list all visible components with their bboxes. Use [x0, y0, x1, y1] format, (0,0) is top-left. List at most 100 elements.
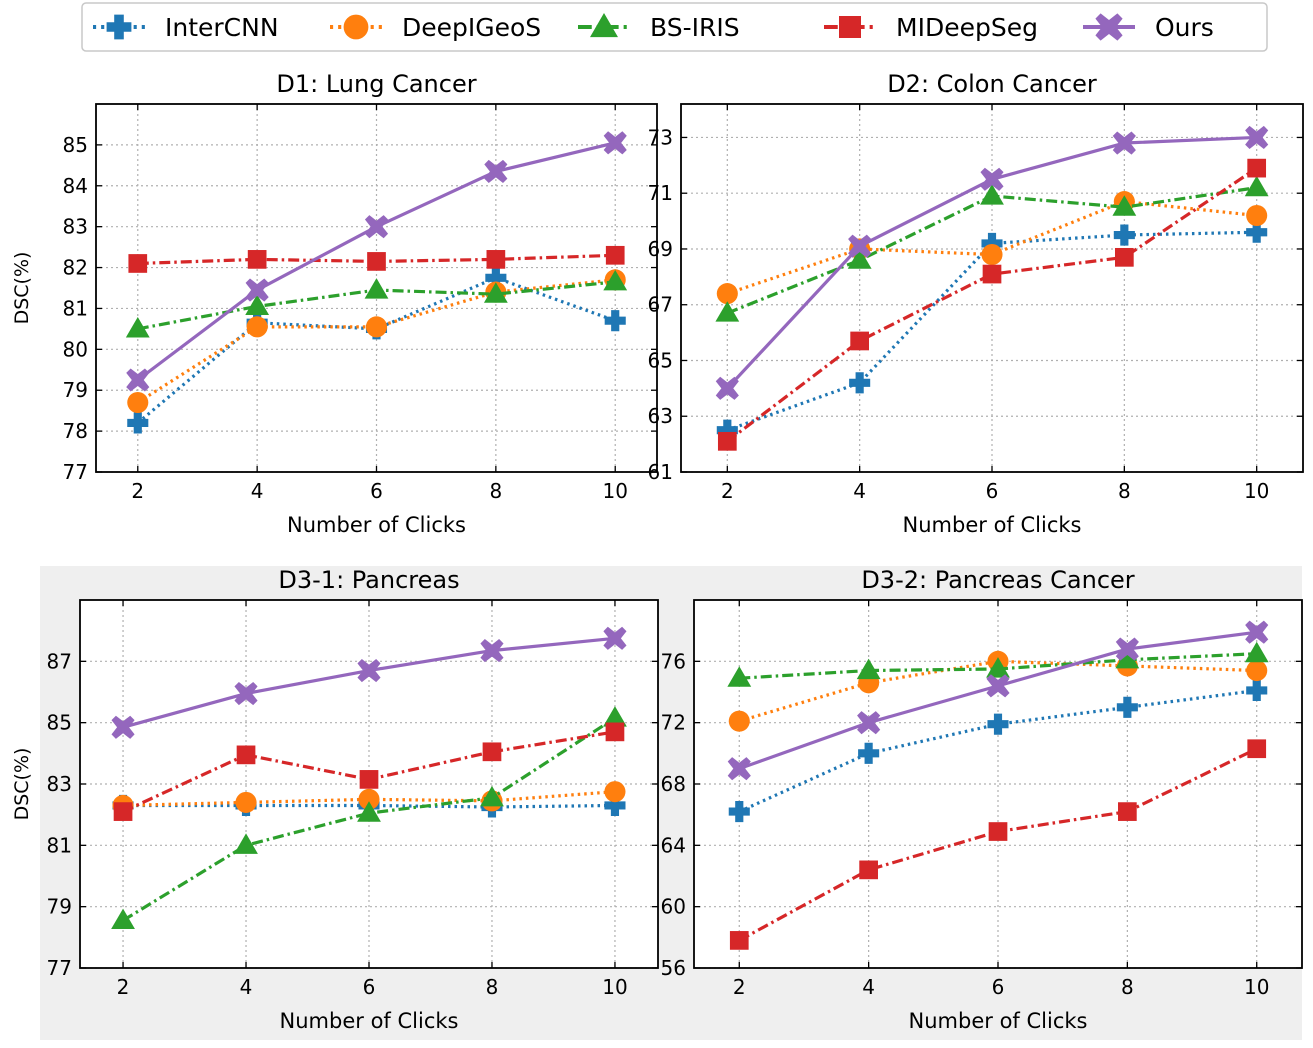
data-point-bs-iris	[603, 269, 628, 291]
y-tick-label: 56	[661, 956, 686, 980]
y-tick-label: 71	[648, 181, 673, 205]
series-intercnn	[716, 221, 1268, 441]
x-axis-ticks: 2 4 6 8 10	[131, 104, 628, 503]
x-axis-label: Number of Clicks	[903, 513, 1082, 537]
data-point-mideepseg	[605, 722, 625, 742]
data-point-mideepseg	[988, 822, 1008, 841]
series-line-intercnn	[123, 803, 615, 809]
data-point-mideepseg	[236, 745, 256, 765]
data-point-deepigeos	[246, 316, 268, 338]
legend-marker-x-icon	[1095, 13, 1123, 41]
y-axis-ticks: 61 63 65 67 69 71 73	[648, 125, 1303, 484]
series-bs-iris	[727, 641, 1269, 687]
data-point-ours	[848, 234, 872, 258]
chart-title: D1: Lung Cancer	[276, 70, 476, 98]
data-point-deepigeos	[1246, 659, 1268, 682]
data-point-bs-iris	[364, 278, 389, 299]
data-point-ours	[1112, 131, 1136, 155]
axes-frame	[680, 103, 1304, 473]
data-point-mideepseg	[850, 331, 870, 351]
y-tick-label: 79	[63, 378, 88, 402]
x-tick-label: 8	[1121, 975, 1134, 999]
data-point-bs-iris	[483, 282, 508, 303]
data-point-ours	[715, 376, 739, 400]
legend-label-mideepseg: MIDeepSeg	[896, 13, 1038, 42]
x-tick-label: 10	[1244, 975, 1269, 999]
x-axis-ticks: 2 4 6 8 10	[721, 104, 1269, 503]
y-tick-label: 80	[63, 337, 88, 361]
y-axis-ticks: 77 78 79 80 81 82 83 84 85	[63, 133, 657, 484]
data-point-intercnn	[1116, 696, 1138, 718]
x-tick-label: 2	[131, 479, 144, 503]
y-tick-label: 65	[648, 348, 673, 372]
y-tick-label: 81	[47, 833, 72, 857]
chart-title: D3-2: Pancreas Cancer	[861, 566, 1134, 594]
data-point-intercnn	[728, 801, 750, 823]
axes-frame	[79, 599, 659, 969]
data-point-bs-iris	[603, 706, 627, 727]
data-point-mideepseg	[605, 245, 625, 265]
x-tick-label: 4	[240, 975, 253, 999]
data-point-bs-iris	[245, 294, 270, 315]
series-ours	[111, 626, 627, 739]
data-point-ours	[727, 757, 751, 781]
data-point-mideepseg	[717, 431, 737, 451]
series-line-deepigeos	[123, 790, 616, 808]
y-tick-label: 77	[47, 956, 72, 980]
y-axis-label: DSC(%)	[11, 748, 33, 821]
data-point-mideepseg	[359, 770, 379, 789]
data-point-mideepseg	[486, 250, 506, 269]
y-tick-label: 64	[661, 833, 686, 857]
data-point-bs-iris	[1244, 175, 1269, 197]
legend-entry-deepigeos: DeepIGeoS	[330, 13, 541, 42]
y-tick-label: 68	[661, 772, 686, 796]
y-tick-label: 77	[63, 460, 88, 484]
axes-frame	[95, 103, 658, 473]
data-point-bs-iris	[727, 666, 752, 687]
data-point-ours	[126, 368, 150, 392]
data-point-ours	[484, 159, 508, 184]
legend-marker-triangle-icon	[590, 13, 618, 38]
data-point-ours	[980, 167, 1004, 191]
data-point-mideepseg	[1247, 739, 1267, 759]
series-bs-iris	[111, 706, 627, 930]
series-line-bs-iris	[122, 716, 616, 922]
chart-title: D3-1: Pancreas	[278, 566, 459, 594]
legend-label-bs-iris: BS-IRIS	[650, 13, 740, 42]
series-bs-iris	[715, 175, 1269, 322]
series-mideepseg	[729, 739, 1267, 950]
data-point-bs-iris	[847, 248, 872, 269]
data-point-ours	[480, 639, 504, 663]
y-tick-label: 85	[63, 133, 88, 157]
series-bs-iris	[125, 269, 628, 338]
x-tick-label: 8	[486, 975, 499, 999]
data-point-intercnn	[981, 232, 1003, 254]
data-point-deepigeos	[981, 244, 1003, 266]
data-point-deepigeos	[235, 791, 257, 813]
y-axis-ticks: 77 79 81 83 85 87	[47, 649, 658, 980]
data-point-bs-iris	[125, 316, 150, 338]
y-axis-ticks: 56 60 64 68 72 76	[661, 649, 1302, 980]
data-point-ours	[357, 658, 381, 683]
data-point-intercnn	[1246, 221, 1268, 243]
series-ours	[715, 125, 1269, 400]
data-point-intercnn	[485, 267, 507, 289]
y-tick-label: 79	[47, 895, 72, 919]
data-point-bs-iris	[111, 908, 135, 930]
legend-entry-bs-iris: BS-IRIS	[578, 13, 740, 42]
data-point-bs-iris	[357, 801, 381, 822]
y-tick-label: 82	[63, 256, 88, 280]
data-point-mideepseg	[1118, 802, 1137, 821]
data-point-ours	[111, 715, 135, 739]
data-point-bs-iris	[234, 833, 258, 854]
x-axis-ticks: 2 4 6 8 10	[117, 600, 628, 999]
data-point-bs-iris	[856, 658, 881, 680]
data-point-deepigeos	[716, 283, 738, 305]
y-tick-label: 72	[661, 711, 686, 735]
x-axis-label: Number of Clicks	[909, 1009, 1088, 1033]
data-point-intercnn	[604, 794, 626, 817]
data-point-ours	[857, 711, 881, 735]
x-tick-label: 6	[363, 975, 376, 999]
x-tick-label: 10	[602, 479, 627, 503]
